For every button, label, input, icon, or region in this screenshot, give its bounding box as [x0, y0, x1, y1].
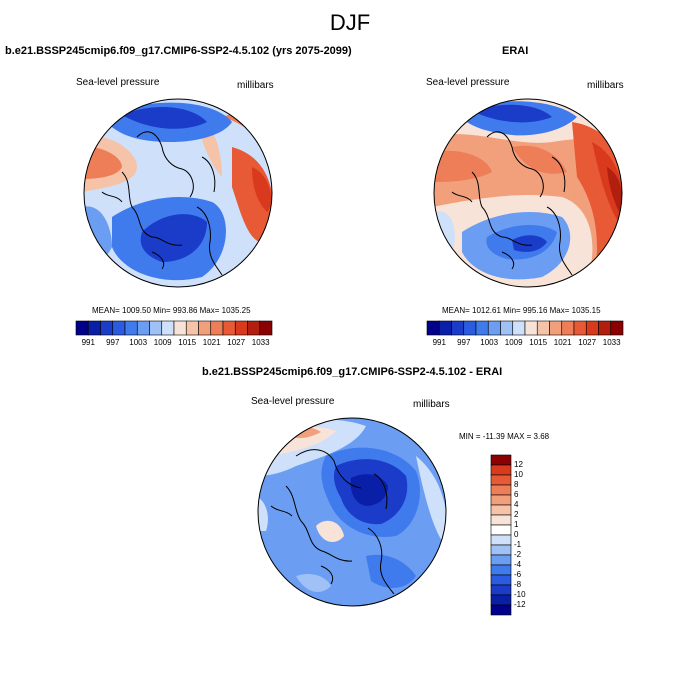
colorbar-tick-label: 6	[514, 490, 519, 499]
colorbar-tick-label: 4	[514, 500, 519, 509]
colorbar-tick-label: 1033	[602, 338, 621, 347]
model-units-label: millibars	[237, 80, 274, 91]
colorbar-swatch	[487, 320, 501, 336]
colorbar-tick-label: 12	[514, 460, 523, 469]
figure-title: DJF	[329, 10, 371, 35]
colorbar-tick-label: 1033	[251, 338, 270, 347]
colorbar-swatch	[490, 524, 512, 536]
colorbar-tick-label: 1	[514, 520, 519, 529]
colorbar-swatch	[490, 514, 512, 526]
colorbar-swatch	[561, 320, 575, 336]
colorbar-swatch	[149, 320, 163, 336]
colorbar-swatch	[75, 320, 89, 336]
colorbar-swatch	[490, 594, 512, 606]
colorbar-swatch	[490, 504, 512, 516]
obs-left-label: Sea-level pressure	[426, 77, 510, 88]
colorbar-tick-label: 10	[514, 470, 523, 479]
colorbar-swatch	[112, 320, 126, 336]
model-left-label: Sea-level pressure	[76, 77, 160, 88]
colorbar-swatch	[512, 320, 526, 336]
colorbar-tick-label: 1015	[178, 338, 197, 347]
colorbar-swatch	[124, 320, 138, 336]
colorbar-swatch	[524, 320, 538, 336]
colorbar-tick-label: 997	[457, 338, 471, 347]
colorbar-swatch	[463, 320, 477, 336]
colorbar-swatch	[426, 320, 440, 336]
colorbar-swatch	[490, 574, 512, 586]
colorbar-tick-label: 991	[81, 338, 95, 347]
colorbar-tick-label: -12	[514, 600, 526, 609]
colorbar-swatch	[585, 320, 599, 336]
colorbar-swatch	[490, 474, 512, 486]
colorbar-tick-label: 0	[514, 530, 519, 539]
colorbar-swatch	[490, 554, 512, 566]
colorbar-swatch	[490, 454, 512, 466]
colorbar-swatch	[598, 320, 612, 336]
colorbar-swatch	[490, 544, 512, 556]
colorbar-tick-label: 1003	[129, 338, 148, 347]
diff-panel-title: b.e21.BSSP245cmip6.f09_g17.CMIP6-SSP2-4.…	[202, 366, 503, 378]
diff-colorbar	[490, 454, 512, 616]
colorbar-swatch	[173, 320, 187, 336]
colorbar-swatch	[198, 320, 212, 336]
colorbar-swatch	[500, 320, 514, 336]
diff-slp-map	[257, 417, 447, 607]
colorbar-swatch	[136, 320, 150, 336]
colorbar-swatch	[536, 320, 550, 336]
diff-left-label: Sea-level pressure	[251, 396, 335, 407]
colorbar-tick-label: -8	[514, 580, 522, 589]
colorbar-swatch	[490, 584, 512, 596]
model-panel-title: b.e21.BSSP245cmip6.f09_g17.CMIP6-SSP2-4.…	[5, 45, 352, 57]
colorbar-swatch	[438, 320, 452, 336]
colorbar-tick-label: 997	[106, 338, 120, 347]
colorbar-swatch	[490, 484, 512, 496]
colorbar-tick-label: 1021	[202, 338, 221, 347]
colorbar-tick-label: 1027	[227, 338, 246, 347]
colorbar-swatch	[247, 320, 261, 336]
colorbar-tick-label: 1027	[578, 338, 597, 347]
diff-units-label: millibars	[413, 399, 450, 410]
colorbar-tick-label: 1015	[529, 338, 548, 347]
colorbar-tick-label: -2	[514, 550, 522, 559]
colorbar-tick-label: 1009	[504, 338, 523, 347]
colorbar-tick-label: 1003	[480, 338, 499, 347]
colorbar-tick-label: -10	[514, 590, 526, 599]
obs-slp-map	[433, 98, 623, 288]
obs-colorbar	[426, 320, 624, 336]
colorbar-tick-label: 1021	[553, 338, 572, 347]
colorbar-swatch	[259, 320, 273, 336]
obs-panel-title: ERAI	[502, 45, 529, 57]
model-colorbar	[75, 320, 273, 336]
colorbar-swatch	[490, 464, 512, 476]
colorbar-swatch	[610, 320, 624, 336]
colorbar-swatch	[234, 320, 248, 336]
colorbar-swatch	[475, 320, 489, 336]
colorbar-swatch	[451, 320, 465, 336]
colorbar-swatch	[100, 320, 114, 336]
colorbar-tick-label: 991	[432, 338, 446, 347]
colorbar-tick-label: -6	[514, 570, 522, 579]
colorbar-swatch	[222, 320, 236, 336]
model-slp-map	[83, 98, 273, 288]
colorbar-tick-label: 2	[514, 510, 519, 519]
colorbar-swatch	[549, 320, 563, 336]
colorbar-tick-label: -1	[514, 540, 522, 549]
colorbar-swatch	[490, 534, 512, 546]
colorbar-swatch	[87, 320, 101, 336]
colorbar-tick-label: 1009	[153, 338, 172, 347]
colorbar-swatch	[490, 564, 512, 576]
colorbar-swatch	[490, 604, 512, 616]
colorbar-tick-label: -4	[514, 560, 522, 569]
colorbar-swatch	[573, 320, 587, 336]
colorbar-tick-label: 8	[514, 480, 519, 489]
model-stats: MEAN= 1009.50 Min= 993.86 Max= 1035.25	[92, 306, 251, 315]
diff-stats: MIN = -11.39 MAX = 3.68	[459, 432, 550, 441]
colorbar-swatch	[490, 494, 512, 506]
colorbar-swatch	[185, 320, 199, 336]
obs-stats: MEAN= 1012.61 Min= 995.16 Max= 1035.15	[442, 306, 601, 315]
colorbar-swatch	[210, 320, 224, 336]
obs-units-label: millibars	[587, 80, 624, 91]
colorbar-swatch	[161, 320, 175, 336]
